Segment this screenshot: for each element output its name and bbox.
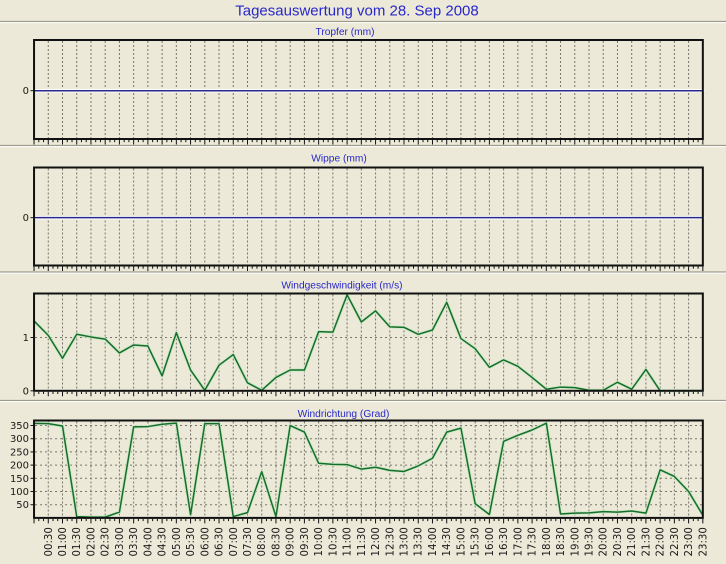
x-tick-label: 08:30 xyxy=(271,527,282,556)
panel-tropfer: Tropfer (mm) 0 xyxy=(23,27,705,145)
y-tick-label: 250 xyxy=(10,447,29,458)
x-tick-label: 11:00 xyxy=(343,527,354,556)
x-ticks xyxy=(33,140,704,145)
x-tick-label: 14:30 xyxy=(442,527,453,556)
x-tick-label: 22:30 xyxy=(670,527,681,556)
panel-windrichtung: Windrichtung (Grad) 50 100 150 200 250 300 350… xyxy=(10,409,709,557)
plot-windgeschwindigkeit: 01 xyxy=(23,292,705,397)
chart-title-windrichtung: Windrichtung (Grad) xyxy=(298,409,390,420)
separator-line xyxy=(0,399,726,403)
panel-separators xyxy=(0,20,726,403)
x-tick-label: 10:00 xyxy=(314,527,325,556)
x-tick-label: 00:30 xyxy=(44,527,55,556)
x-tick-label: 17:30 xyxy=(528,527,539,556)
x-tick-label: 05:00 xyxy=(172,527,183,556)
x-tick-label: 02:00 xyxy=(86,527,97,556)
x-tick-label: 13:30 xyxy=(414,527,425,556)
plot-border xyxy=(33,166,704,267)
x-tick-label: 05:30 xyxy=(186,527,197,556)
y-tick-label: 0 xyxy=(23,213,29,224)
y-tick-label: 200 xyxy=(10,461,29,472)
x-tick-label: 04:30 xyxy=(158,527,169,556)
x-tick-label: 16:30 xyxy=(499,527,510,556)
y-tick-label: 0 xyxy=(23,386,29,397)
page-title: Tagesauswertung vom 28. Sep 2008 xyxy=(235,3,479,20)
x-tick-label: 20:00 xyxy=(599,527,610,556)
x-tick-label: 14:00 xyxy=(428,527,439,556)
x-tick-label: 09:30 xyxy=(300,527,311,556)
x-tick-label: 21:00 xyxy=(627,527,638,556)
y-tick-label: 1 xyxy=(23,333,29,344)
x-ticks xyxy=(33,391,704,397)
x-tick-label: 18:30 xyxy=(556,527,567,556)
x-ticks xyxy=(33,266,704,271)
chart-title-tropfer: Tropfer (mm) xyxy=(315,27,374,38)
separator-line xyxy=(0,20,726,24)
x-tick-label: 12:00 xyxy=(371,527,382,556)
x-tick-label: 23:30 xyxy=(698,527,709,556)
x-tick-label: 03:30 xyxy=(129,527,140,556)
x-tick-label: 21:30 xyxy=(641,527,652,556)
panel-wippe: Wippe (mm) 0 xyxy=(23,154,705,271)
x-tick-label: 07:00 xyxy=(229,527,240,556)
x-tick-label: 15:30 xyxy=(471,527,482,556)
x-tick-label: 06:00 xyxy=(200,527,211,556)
y-tick-label: 150 xyxy=(10,474,29,485)
x-tick-label: 19:00 xyxy=(570,527,581,556)
plot-windrichtung: 50 100 150 200 250 300 350 xyxy=(10,419,705,524)
x-tick-label: 12:30 xyxy=(385,527,396,556)
x-tick-label: 22:00 xyxy=(656,527,667,556)
x-tick-label: 16:00 xyxy=(485,527,496,556)
x-tick-label: 15:00 xyxy=(456,527,467,556)
chart-title-wippe: Wippe (mm) xyxy=(311,154,366,165)
x-tick-label: 03:00 xyxy=(115,527,126,556)
plot-tropfer: 0 xyxy=(23,39,705,145)
x-tick-label: 07:30 xyxy=(243,527,254,556)
x-axis-labels: 00:30 01:00 01:30 02:00 02:30 03:00 03:30 04:00… xyxy=(44,527,710,556)
x-tick-label: 18:00 xyxy=(542,527,553,556)
y-tick-label: 350 xyxy=(10,421,29,432)
x-tick-label: 01:30 xyxy=(72,527,83,556)
y-tick-label: 100 xyxy=(10,487,29,498)
x-tick-label: 08:00 xyxy=(257,527,268,556)
x-tick-label: 19:30 xyxy=(585,527,596,556)
x-tick-label: 02:30 xyxy=(101,527,112,556)
plot-wippe: 0 xyxy=(23,166,705,271)
panel-windgeschwindigkeit: Windgeschwindigkeit (m/s) 01 xyxy=(23,281,705,397)
x-tick-label: 13:00 xyxy=(400,527,411,556)
x-tick-label: 11:30 xyxy=(357,527,368,556)
x-tick-label: 23:00 xyxy=(684,527,695,556)
y-tick-label: 50 xyxy=(16,500,29,511)
chart-title-windgeschwindigkeit: Windgeschwindigkeit (m/s) xyxy=(281,281,402,292)
x-tick-label: 17:00 xyxy=(513,527,524,556)
plot-border xyxy=(33,39,704,140)
plot-border xyxy=(33,419,704,519)
separator-line xyxy=(0,271,726,274)
plot-border xyxy=(33,292,704,392)
x-tick-label: 06:30 xyxy=(215,527,226,556)
data-line xyxy=(33,422,704,518)
x-tick-label: 01:00 xyxy=(58,527,69,556)
x-tick-label: 04:00 xyxy=(143,527,154,556)
y-tick-label: 0 xyxy=(23,86,29,97)
x-tick-label: 10:30 xyxy=(328,527,339,556)
x-ticks xyxy=(33,518,704,524)
x-tick-label: 09:00 xyxy=(286,527,297,556)
y-tick-label: 300 xyxy=(10,434,29,445)
separator-line xyxy=(0,144,726,148)
x-tick-label: 20:30 xyxy=(613,527,624,556)
